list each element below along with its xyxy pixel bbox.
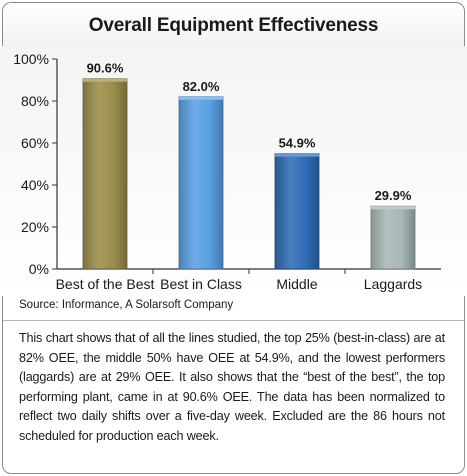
- x-tick-label: Best in Class: [160, 276, 242, 292]
- bar: [178, 96, 224, 270]
- y-tick-label: 40%: [21, 177, 49, 193]
- bar-value-label: 82.0%: [183, 79, 220, 94]
- bar-value-label: 90.6%: [87, 61, 124, 76]
- chart-title: Overall Equipment Effectiveness: [88, 15, 379, 36]
- caption-text: This chart shows that of all the lines s…: [19, 331, 445, 443]
- y-tick-label: 100%: [13, 51, 49, 67]
- bar-value-label: 54.9%: [279, 136, 316, 151]
- y-tick-label: 20%: [21, 219, 49, 235]
- bar-chart: 0% 20% 40% 60% 80% 100% 90.6% Best of the Best 8…: [13, 51, 441, 292]
- title-band: [3, 3, 464, 52]
- bar-cap: [83, 78, 127, 82]
- bar: [274, 153, 320, 270]
- x-tick-label: Best of the Best: [56, 276, 155, 292]
- bar-cap: [179, 96, 223, 100]
- bar-value-label: 29.9%: [375, 188, 412, 203]
- bar-cap: [371, 206, 415, 210]
- bar: [370, 205, 416, 270]
- source-note: Source: Informance, A Solarsoft Company: [19, 299, 234, 311]
- y-tick-label: 0%: [29, 261, 49, 277]
- x-tick-label: Laggards: [364, 276, 422, 292]
- y-tick-label: 80%: [21, 93, 49, 109]
- divider: [3, 320, 464, 321]
- y-tick-label: 60%: [21, 135, 49, 151]
- bar: [82, 78, 128, 270]
- x-tick-label: Middle: [276, 276, 317, 292]
- bar-cap: [275, 153, 319, 157]
